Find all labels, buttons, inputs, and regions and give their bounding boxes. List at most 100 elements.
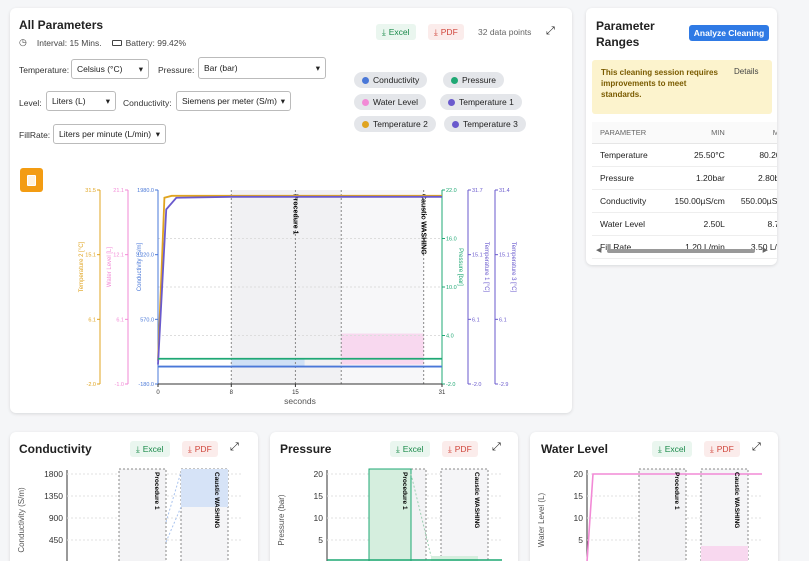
conductivity-card: Conductivity ⤓ Excel ⤓ PDF ⤢ Conductivity …: [10, 432, 258, 561]
tick-label: -1.0: [115, 382, 124, 388]
temperature-select[interactable]: Celsius (°C) ▾: [71, 59, 149, 79]
export-pdf-button[interactable]: ⤓ PDF: [182, 441, 218, 457]
fillrate-label: FillRate:: [19, 130, 51, 140]
scroll-right-icon[interactable]: ▶: [762, 247, 768, 254]
export-excel-button[interactable]: ⤓ Excel: [390, 441, 430, 457]
expand-icon[interactable]: ⤢: [752, 441, 761, 453]
parameter-ranges-card: Parameter Ranges Analyze Cleaning This c…: [586, 8, 777, 265]
legend-temperature-2[interactable]: Temperature 2: [354, 116, 436, 132]
pressure-label: Pressure:: [158, 65, 195, 75]
tick-label: 4.0: [446, 334, 454, 340]
tick-label: 6.1: [116, 317, 124, 323]
legend-dot: [448, 98, 455, 106]
tick-label: 16.0: [446, 237, 457, 243]
level-select[interactable]: Liters (L) ▾: [46, 91, 116, 111]
export-pdf-button[interactable]: ⤓ PDF: [442, 441, 478, 457]
axis-label: Water Level [L]: [107, 247, 113, 287]
card-title: Pressure: [280, 442, 332, 456]
download-icon: ⤓: [396, 443, 400, 454]
scroll-left-icon[interactable]: ◀: [596, 247, 602, 254]
tick-label: 1980.0: [137, 188, 154, 194]
conductivity-chart: Conductivity (S/m) 1800 1350 900 450 Procedur…: [17, 468, 242, 561]
pressure-select[interactable]: Bar (bar) ▾: [198, 57, 326, 79]
tick-label: 31.7: [472, 188, 483, 194]
tick-label: 5: [578, 535, 583, 545]
expand-icon[interactable]: ⤢: [492, 441, 501, 453]
temperature-label: Temperature:: [19, 65, 70, 75]
tick-label: 15: [314, 491, 324, 501]
data-points-count: 32 data points: [478, 27, 532, 37]
card-title: Water Level: [541, 442, 608, 456]
export-pdf-button[interactable]: ⤓ PDF: [704, 441, 740, 457]
download-icon: ⤓: [658, 443, 662, 454]
tick-label: 20: [314, 469, 324, 479]
tick-label: 6.1: [499, 317, 507, 323]
card-title: Conductivity: [19, 442, 92, 456]
legend-temperature-1[interactable]: Temperature 1: [440, 94, 522, 110]
legend-dot: [451, 76, 458, 84]
tick-label: 12.1: [113, 253, 124, 259]
export-excel-button[interactable]: ⤓ Excel: [130, 441, 170, 457]
expand-icon[interactable]: ⤢: [546, 25, 555, 37]
details-link[interactable]: Details: [734, 67, 759, 76]
x-tick-label: 15: [292, 390, 299, 396]
legend-dot: [452, 120, 459, 128]
scrollbar-thumb[interactable]: [607, 249, 755, 253]
tick-label: 10: [574, 513, 584, 523]
tick-label: 31.5: [85, 188, 96, 194]
water-level-chart: Water Level (L) 20 15 10 5 Procedure 1 Caustic…: [537, 468, 762, 561]
export-excel-button[interactable]: ⤓ Excel: [652, 441, 692, 457]
axis-label: Water Level (L): [537, 492, 546, 547]
axis-label: Conductivity [S/m]: [137, 242, 143, 291]
download-icon: ⤓: [434, 26, 438, 37]
expand-icon[interactable]: ⤢: [230, 441, 239, 453]
chevron-down-icon: ▾: [105, 95, 110, 106]
download-icon: ⤓: [710, 443, 714, 454]
annotation-procedure: Procedure 1: [401, 472, 408, 510]
legend-dot: [362, 120, 369, 128]
report-button[interactable]: [20, 168, 43, 192]
clock-icon: ◷: [19, 37, 27, 47]
tick-label: -180.0: [138, 382, 154, 388]
axis-label: Temperature 3 [°C]: [510, 242, 516, 293]
tick-label: 6.1: [472, 317, 480, 323]
tick-label: 1220.0: [137, 253, 154, 259]
tick-label: 1350: [44, 491, 63, 501]
annotation-procedure: Procedure 1: [291, 194, 298, 235]
x-tick-label: 31: [439, 390, 446, 396]
export-excel-button[interactable]: ⤓ Excel: [376, 24, 416, 40]
legend-temperature-3[interactable]: Temperature 3: [444, 116, 526, 132]
tick-label: 21.1: [113, 188, 124, 194]
fillrate-select[interactable]: Liters per minute (L/min) ▾: [53, 124, 166, 144]
card-title: All Parameters: [19, 18, 104, 32]
download-icon: ⤓: [136, 443, 140, 454]
x-tick-label: 8: [230, 390, 234, 396]
tick-label: 10.0: [446, 285, 457, 291]
horizontal-scrollbar[interactable]: ◀ ▶: [596, 247, 768, 255]
legend-conductivity[interactable]: Conductivity: [354, 72, 428, 88]
tick-label: 15.1: [85, 253, 96, 259]
axis-label: Pressure [bar]: [457, 248, 463, 286]
pressure-card: Pressure ⤓ Excel ⤓ PDF ⤢ Pressure (bar) 20 1…: [270, 432, 518, 561]
export-pdf-button[interactable]: ⤓ PDF: [428, 24, 464, 40]
annotation-washing: Caustic WASHING: [213, 472, 220, 528]
document-icon: [27, 174, 36, 186]
analyze-cleaning-button[interactable]: Analyze Cleaning: [689, 25, 769, 41]
conductivity-select[interactable]: Siemens per meter (S/m) ▾: [176, 91, 291, 111]
annotation-procedure: Procedure 1: [673, 472, 680, 510]
series-line: [586, 473, 762, 561]
tick-label: 15.1: [472, 253, 483, 259]
legend-water-level[interactable]: Water Level: [354, 94, 427, 110]
tick-label: 900: [49, 513, 63, 523]
download-icon: ⤓: [448, 443, 452, 454]
tick-label: 22.0: [446, 188, 457, 194]
chevron-down-icon: ▾: [315, 62, 320, 73]
tick-label: 31.4: [499, 188, 510, 194]
tick-label: 10: [314, 513, 324, 523]
legend-pressure[interactable]: Pressure: [443, 72, 505, 88]
improvement-alert: This cleaning session requires improveme…: [592, 60, 772, 114]
axis-label: Pressure (bar): [277, 494, 286, 545]
tick-label: 15.1: [499, 253, 510, 259]
